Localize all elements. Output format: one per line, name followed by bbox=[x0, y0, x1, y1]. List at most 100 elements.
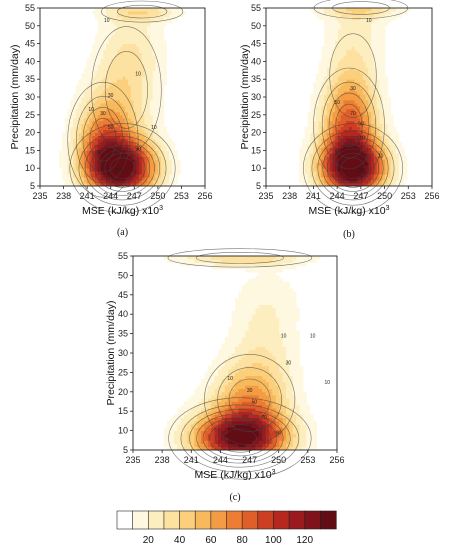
heatmap-cell bbox=[332, 120, 336, 125]
contour-line bbox=[322, 140, 384, 196]
heatmap-cell bbox=[365, 58, 369, 62]
heatmap-cell bbox=[108, 97, 112, 101]
heatmap-cell bbox=[177, 430, 181, 435]
heatmap-cell bbox=[150, 102, 154, 107]
heatmap-cell bbox=[245, 314, 249, 318]
heatmap-cell bbox=[371, 37, 375, 42]
heatmap-cell bbox=[166, 132, 170, 136]
heatmap-cell bbox=[70, 162, 74, 166]
heatmap-cell bbox=[262, 440, 266, 444]
heatmap-cell bbox=[351, 180, 355, 184]
heatmap-cell bbox=[81, 97, 85, 101]
heatmap-cell bbox=[368, 111, 372, 116]
heatmap-cell bbox=[329, 28, 333, 33]
heatmap-cell bbox=[122, 94, 126, 98]
heatmap-cell bbox=[147, 114, 151, 119]
heatmap-cell bbox=[337, 168, 342, 172]
heatmap-cell bbox=[329, 73, 333, 77]
heatmap-cell bbox=[252, 362, 256, 367]
heatmap-cell bbox=[384, 144, 389, 148]
heatmap-cell bbox=[158, 144, 162, 148]
heatmap-cell bbox=[106, 67, 110, 71]
heatmap-cell bbox=[114, 8, 118, 12]
heatmap-cell bbox=[235, 424, 239, 428]
heatmap-cell bbox=[152, 177, 156, 181]
x-tick-label: 241 bbox=[306, 191, 321, 201]
heatmap-cell bbox=[144, 31, 148, 36]
heatmap-cell bbox=[155, 76, 159, 80]
heatmap-cell bbox=[155, 165, 159, 169]
heatmap-cell bbox=[125, 70, 129, 74]
heatmap-cell bbox=[194, 407, 198, 412]
heatmap-cell bbox=[128, 34, 132, 39]
heatmap-cell bbox=[100, 141, 104, 145]
heatmap-cell bbox=[258, 278, 263, 283]
heatmap-cell bbox=[92, 123, 96, 128]
heatmap-cell bbox=[335, 82, 339, 86]
heatmap-cell bbox=[117, 135, 121, 139]
heatmap-cell bbox=[106, 52, 110, 56]
heatmap-cell bbox=[111, 88, 115, 92]
heatmap-cell bbox=[332, 126, 336, 131]
heatmap-cell bbox=[125, 10, 129, 15]
heatmap-cell bbox=[180, 10, 184, 15]
heatmap-cell bbox=[75, 159, 79, 163]
heatmap-cell bbox=[340, 28, 344, 33]
heatmap-cell bbox=[155, 79, 159, 83]
heatmap-cell bbox=[141, 105, 145, 110]
heatmap-cell bbox=[362, 135, 366, 139]
heatmap-cell bbox=[373, 174, 378, 178]
heatmap-cell bbox=[62, 147, 66, 151]
heatmap-cell bbox=[106, 94, 110, 98]
heatmap-cell bbox=[75, 153, 79, 157]
heatmap-cell bbox=[119, 16, 123, 21]
heatmap-cell bbox=[365, 34, 369, 39]
heatmap-cell bbox=[373, 108, 378, 113]
heatmap-cell bbox=[108, 162, 112, 166]
heatmap-cell bbox=[163, 40, 167, 44]
heatmap-cell bbox=[368, 123, 372, 128]
heatmap-cell bbox=[332, 123, 336, 128]
heatmap-cell bbox=[241, 424, 246, 428]
heatmap-cell bbox=[152, 28, 156, 33]
heatmap-cell bbox=[155, 147, 159, 151]
heatmap-cell bbox=[117, 162, 121, 166]
heatmap-cell bbox=[103, 85, 107, 89]
contour-label: 70 bbox=[96, 150, 102, 156]
heatmap-cell bbox=[390, 126, 394, 131]
heatmap-cell bbox=[262, 378, 266, 383]
heatmap-cell bbox=[136, 79, 140, 83]
heatmap-cell bbox=[321, 88, 325, 92]
heatmap-cell bbox=[354, 168, 358, 172]
heatmap-cell bbox=[111, 85, 115, 89]
heatmap-cell bbox=[75, 135, 79, 139]
heatmap-cell bbox=[92, 91, 96, 95]
heatmap-cell bbox=[258, 359, 263, 364]
heatmap-cell bbox=[248, 294, 253, 299]
heatmap-cell bbox=[133, 97, 137, 101]
heatmap-cell bbox=[114, 31, 118, 36]
heatmap-cell bbox=[315, 82, 319, 86]
heatmap-cell bbox=[349, 43, 353, 47]
heatmap-cell bbox=[228, 340, 232, 344]
heatmap-cell bbox=[166, 165, 170, 169]
heatmap-cell bbox=[197, 411, 202, 415]
heatmap-cell bbox=[307, 150, 311, 154]
heatmap-cell bbox=[313, 144, 317, 148]
heatmap-cell bbox=[84, 159, 88, 163]
heatmap-cell bbox=[97, 144, 101, 148]
heatmap-cell bbox=[211, 404, 215, 409]
heatmap-cell bbox=[396, 168, 400, 172]
heatmap-cell bbox=[197, 259, 202, 263]
heatmap-cell bbox=[141, 43, 145, 47]
heatmap-cell bbox=[141, 120, 145, 125]
heatmap-cell bbox=[92, 99, 96, 104]
heatmap-cell bbox=[184, 259, 188, 263]
heatmap-cell bbox=[106, 156, 110, 160]
heatmap-cell bbox=[221, 372, 226, 377]
heatmap-cell bbox=[337, 177, 342, 181]
y-tick-label: 20 bbox=[251, 128, 261, 138]
heatmap-cell bbox=[326, 43, 331, 47]
heatmap-cell bbox=[163, 67, 167, 71]
heatmap-cell bbox=[343, 168, 347, 172]
